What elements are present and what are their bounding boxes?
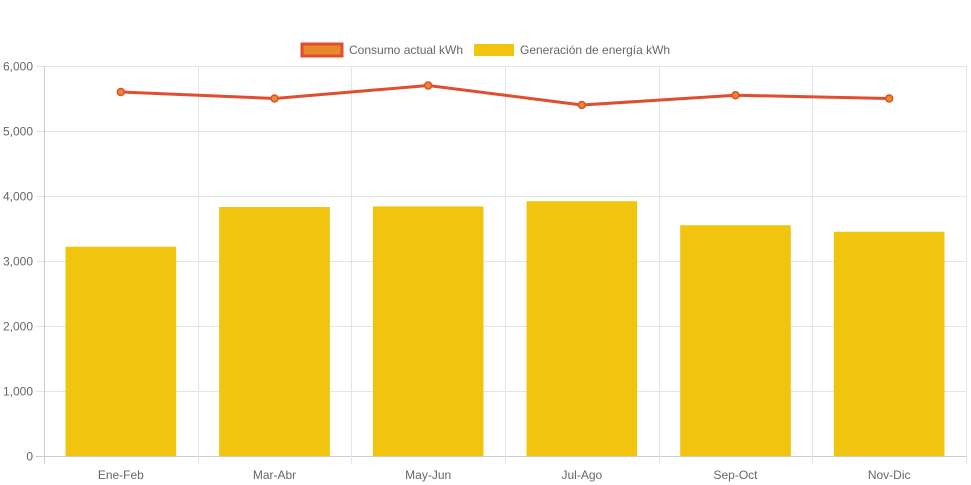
legend-label-generation[interactable]: Generación de energía kWh <box>520 43 670 57</box>
y-tick-label: 6,000 <box>3 60 33 74</box>
generation-bar[interactable] <box>219 207 330 456</box>
legend: Consumo actual kWh Generación de energía … <box>300 42 670 58</box>
legend-label-consumption[interactable]: Consumo actual kWh <box>349 43 463 57</box>
x-tick-label: Sep-Oct <box>713 468 758 482</box>
consumption-point[interactable] <box>577 100 587 110</box>
generation-bar[interactable] <box>526 201 638 456</box>
x-tick-label: Jul-Ago <box>561 468 602 482</box>
x-tick-label: Mar-Abr <box>253 468 296 482</box>
consumption-line <box>120 84 890 107</box>
generation-bar[interactable] <box>65 246 177 456</box>
generation-bar[interactable] <box>372 206 484 456</box>
x-tick-label: May-Jun <box>405 468 451 482</box>
y-tick-label: 4,000 <box>3 190 33 204</box>
consumption-point[interactable] <box>270 94 279 103</box>
consumption-point[interactable] <box>731 91 740 100</box>
legend-swatch-generation[interactable] <box>474 44 514 56</box>
y-tick-label: 3,000 <box>3 255 33 269</box>
consumption-point[interactable] <box>116 87 126 97</box>
generation-bar[interactable] <box>833 231 945 456</box>
legend-swatch-consumption[interactable] <box>300 42 344 58</box>
bars-layer <box>65 201 945 456</box>
axes: 0 1,000 2,000 3,000 4,000 5,000 6,000 Ene-Feb Ma… <box>3 60 911 483</box>
y-tick-label: 0 <box>26 450 33 464</box>
x-tick-label: Ene-Feb <box>98 468 144 482</box>
consumption-point[interactable] <box>884 94 894 103</box>
x-tick-label: Nov-Dic <box>868 468 911 482</box>
y-tick-label: 2,000 <box>3 320 33 334</box>
y-tick-label: 5,000 <box>3 125 33 139</box>
line-layer <box>116 81 894 110</box>
consumption-point[interactable] <box>423 81 433 90</box>
grid <box>36 66 967 464</box>
generation-bar[interactable] <box>680 225 791 456</box>
y-tick-label: 1,000 <box>3 385 33 399</box>
